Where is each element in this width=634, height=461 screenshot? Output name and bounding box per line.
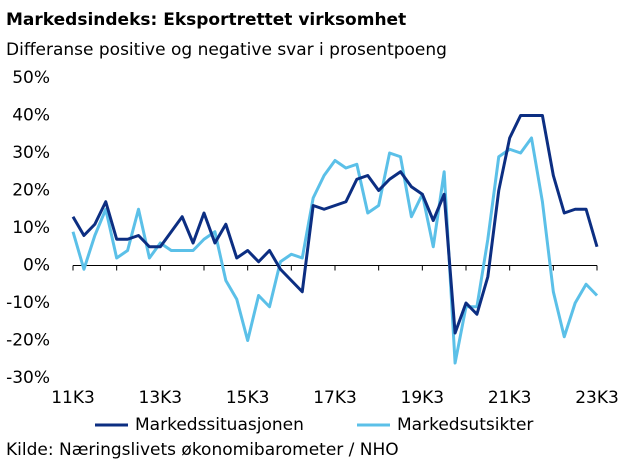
y-tick-label: -10% [6,293,50,313]
y-tick-label: 40% [12,106,50,126]
x-tick-label: 17K3 [313,388,357,408]
y-tick-label: 10% [12,218,50,238]
y-tick-label: 30% [12,143,50,163]
x-tick-label: 11K3 [51,388,95,408]
series-line [71,136,599,365]
legend-label: Markedssituasjonen [135,415,304,435]
series-line [71,114,599,335]
y-tick-label: 0% [23,256,50,276]
y-tick-label: -20% [6,331,50,351]
source: Kilde: Næringslivets økonomibarometer / … [6,440,399,460]
legend-label: Markedsutsikter [397,415,533,435]
x-tick-label: 21K3 [488,388,532,408]
x-tick-label: 15K3 [226,388,270,408]
y-tick-label: 50% [12,68,50,88]
x-tick-label: 13K3 [139,388,183,408]
x-tick-label: 19K3 [401,388,445,408]
y-tick-label: -30% [6,368,50,388]
chart-subtitle: Differanse positive og negative svar i p… [6,40,447,60]
y-tick-label: 20% [12,181,50,201]
chart-title: Markedsindeks: Eksportrettet virksomhet [6,10,406,30]
x-tick-label: 23K3 [575,388,619,408]
